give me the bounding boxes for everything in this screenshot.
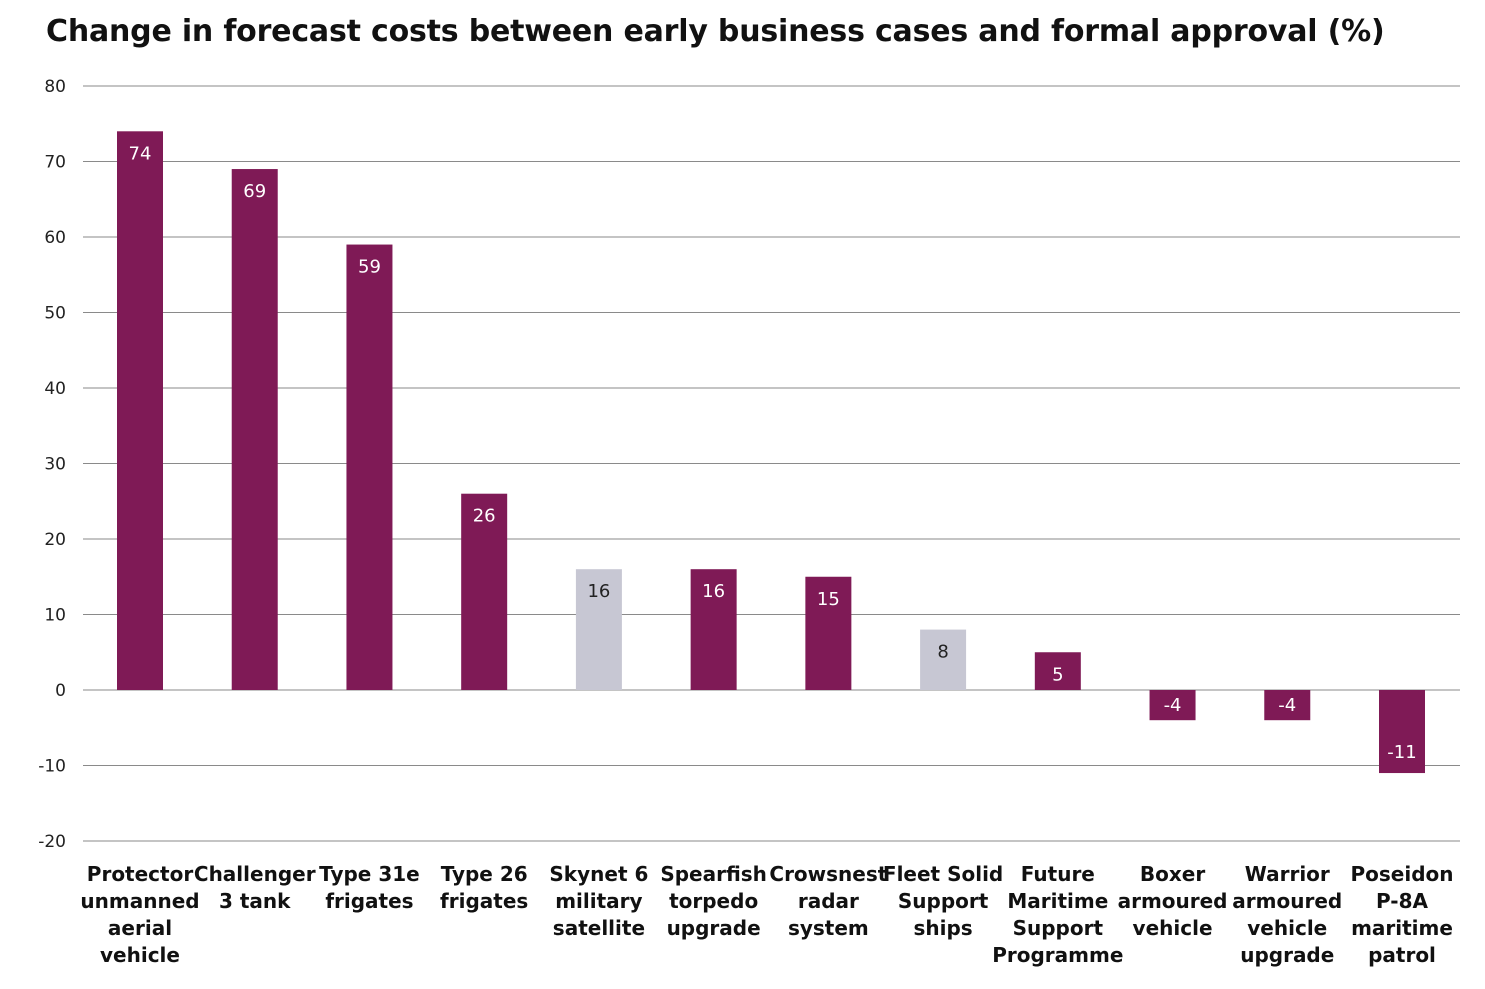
bar-5	[690, 569, 737, 690]
y-tick-label-3: 50	[44, 304, 66, 324]
bar-4	[575, 569, 622, 690]
category-label-4-line-1: military	[555, 889, 642, 913]
data-label-11: -11	[1387, 742, 1416, 763]
category-label-6-line-2: system	[788, 916, 869, 940]
data-label-8: 5	[1052, 664, 1063, 685]
data-label-7: 8	[937, 642, 948, 663]
y-tick-label-9: -10	[38, 757, 66, 777]
category-label-4: Skynet 6 military satellite	[549, 862, 648, 940]
category-label-9: Boxer armoured vehicle	[1118, 862, 1228, 940]
category-label-0-line-0: Protector	[87, 862, 194, 886]
category-label-10-line-0: Warrior	[1245, 862, 1330, 886]
chart-title: Change in forecast costs between early b…	[46, 14, 1385, 49]
category-label-7-line-1: Support	[898, 889, 989, 913]
category-label-7: Fleet Solid Support ships	[883, 862, 1003, 940]
category-label-8: Future Maritime Support Programme	[992, 862, 1123, 967]
category-label-9-line-1: armoured	[1118, 889, 1228, 913]
category-label-6-line-1: radar	[798, 889, 859, 913]
category-label-2-line-0: Type 31e	[319, 862, 420, 886]
category-label-4-line-2: satellite	[553, 916, 645, 940]
category-label-1-line-0: Challenger	[194, 862, 316, 886]
category-labels: Protector unmanned aerial vehicle Challenger…	[80, 862, 1453, 967]
category-label-5-line-0: Spearfish	[660, 862, 767, 886]
category-label-5: Spearfish torpedo upgrade	[660, 862, 767, 940]
bar-1	[231, 169, 278, 691]
bar-6	[805, 576, 852, 690]
category-label-10-line-3: upgrade	[1240, 943, 1334, 967]
category-label-2: Type 31e frigates	[319, 862, 420, 913]
data-label-9: -4	[1164, 695, 1182, 716]
y-tick-label-7: 10	[44, 606, 66, 626]
category-label-11-line-0: Poseidon	[1350, 862, 1453, 886]
y-tick-label-1: 70	[44, 153, 66, 173]
y-axis-ticks: 80 70 60 50 40 30 20 10 0 -10 -20	[38, 77, 66, 852]
category-label-8-line-3: Programme	[992, 943, 1123, 967]
data-label-10: -4	[1278, 695, 1296, 716]
category-label-7-line-0: Fleet Solid	[883, 862, 1003, 886]
category-label-0: Protector unmanned aerial vehicle	[80, 862, 199, 967]
data-label-2: 59	[358, 257, 381, 278]
category-label-0-line-3: vehicle	[100, 943, 180, 967]
y-tick-label-6: 20	[44, 530, 66, 550]
category-label-3: Type 26 frigates	[440, 862, 528, 913]
bar-3	[461, 493, 508, 690]
category-label-6: Crowsnest radar system	[769, 862, 887, 940]
category-label-3-line-0: Type 26	[441, 862, 528, 886]
data-labels: 74 69 59 26 16 16 15 8 5 -4 -4 -11	[129, 143, 1417, 763]
data-label-6: 15	[817, 589, 840, 610]
category-label-11-line-1: P-8A	[1376, 889, 1429, 913]
data-label-5: 16	[702, 581, 725, 602]
gridlines	[83, 85, 1460, 842]
y-tick-label-8: 0	[55, 681, 66, 701]
data-label-1: 69	[243, 181, 266, 202]
category-label-10-line-2: vehicle	[1247, 916, 1327, 940]
category-label-6-line-0: Crowsnest	[769, 862, 887, 886]
y-tick-label-10: -20	[38, 832, 66, 852]
data-label-4: 16	[587, 581, 610, 602]
category-label-7-line-2: ships	[913, 916, 972, 940]
category-label-3-line-1: frigates	[440, 889, 528, 913]
data-label-3: 26	[473, 506, 496, 527]
category-label-11-line-3: patrol	[1368, 943, 1436, 967]
bar-2	[346, 244, 393, 691]
bar-8	[1034, 652, 1081, 690]
category-label-10-line-1: armoured	[1232, 889, 1342, 913]
category-label-10: Warrior armoured vehicle upgrade	[1232, 862, 1342, 967]
category-label-0-line-1: unmanned	[80, 889, 199, 913]
data-label-0: 74	[129, 143, 152, 164]
category-label-4-line-0: Skynet 6	[549, 862, 648, 886]
category-label-9-line-0: Boxer	[1140, 862, 1205, 886]
bar-10	[1264, 690, 1311, 721]
bars	[117, 131, 1425, 774]
category-label-2-line-1: frigates	[325, 889, 413, 913]
category-label-8-line-0: Future	[1021, 862, 1095, 886]
bar-9	[1149, 690, 1196, 721]
y-tick-label-4: 40	[44, 379, 66, 399]
category-label-5-line-2: upgrade	[667, 916, 761, 940]
category-label-1: Challenger 3 tank	[194, 862, 316, 913]
y-tick-label-2: 60	[44, 228, 66, 248]
y-tick-label-5: 30	[44, 455, 66, 475]
bar-7	[920, 629, 967, 690]
category-label-0-line-2: aerial	[108, 916, 172, 940]
category-label-8-line-2: Support	[1013, 916, 1104, 940]
category-label-5-line-1: torpedo	[669, 889, 758, 913]
category-label-11: Poseidon P-8A maritime patrol	[1350, 862, 1453, 967]
category-label-1-line-1: 3 tank	[219, 889, 291, 913]
y-tick-label-0: 80	[44, 77, 66, 97]
category-label-9-line-2: vehicle	[1133, 916, 1213, 940]
category-label-8-line-1: Maritime	[1007, 889, 1108, 913]
bar-11	[1379, 690, 1425, 774]
bar-0	[117, 131, 163, 691]
category-label-11-line-2: maritime	[1351, 916, 1453, 940]
